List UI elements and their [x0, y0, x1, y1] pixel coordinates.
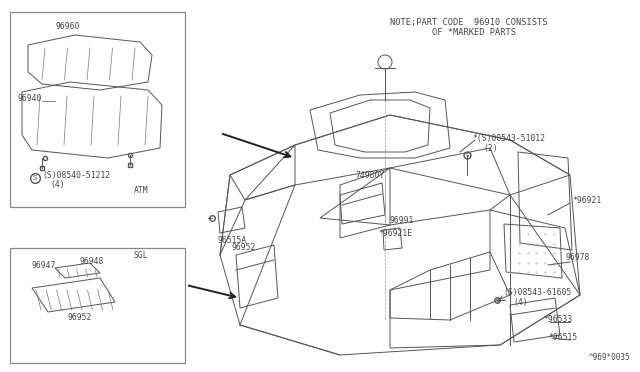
Text: ATM: ATM [133, 186, 148, 195]
Bar [10, 12, 185, 207]
Text: S: S [465, 153, 468, 157]
Text: 96515A: 96515A [218, 235, 247, 244]
Text: 96991: 96991 [390, 215, 414, 224]
Text: *96533: *96533 [543, 315, 572, 324]
Text: 96960: 96960 [55, 22, 79, 31]
Bar [10, 248, 185, 363]
Text: (4): (4) [513, 298, 527, 308]
Text: S: S [495, 298, 499, 302]
Text: S: S [33, 175, 37, 181]
Text: 96940: 96940 [18, 93, 42, 103]
Text: *96515: *96515 [548, 334, 577, 343]
Text: ^969*0035: ^969*0035 [588, 353, 630, 362]
Text: 96952: 96952 [232, 243, 257, 251]
Text: (S)08543-61605: (S)08543-61605 [503, 289, 572, 298]
Text: SGL: SGL [133, 250, 148, 260]
Text: 74980Y: 74980Y [355, 170, 384, 180]
Text: NOTE;PART CODE  96910 CONSISTS
        OF *MARKED PARTS: NOTE;PART CODE 96910 CONSISTS OF *MARKED… [390, 18, 547, 38]
Text: (S)08540-51212: (S)08540-51212 [42, 170, 110, 180]
Text: (4): (4) [50, 180, 65, 189]
Text: *96921E: *96921E [378, 228, 412, 237]
Text: *96921: *96921 [572, 196, 601, 205]
Text: *(S)08543-51012: *(S)08543-51012 [472, 134, 545, 142]
Text: (2): (2) [483, 144, 498, 153]
Text: 96948: 96948 [80, 257, 104, 266]
Text: 96947: 96947 [32, 260, 56, 269]
Text: 96952: 96952 [68, 314, 92, 323]
Text: 96978: 96978 [565, 253, 589, 263]
